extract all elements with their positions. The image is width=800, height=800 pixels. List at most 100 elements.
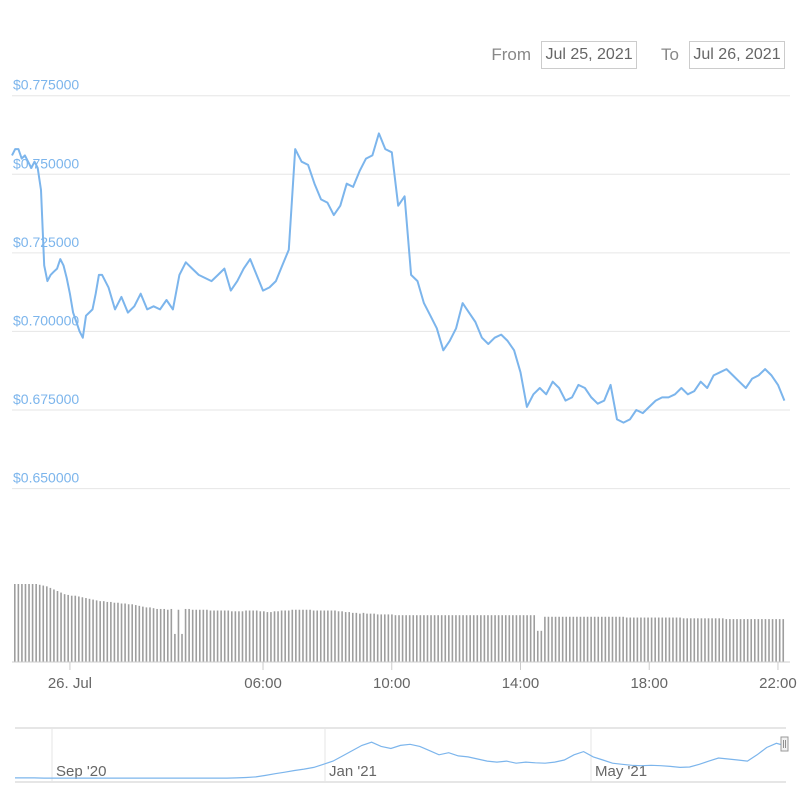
volume-bar (679, 617, 681, 662)
y-tick-label: $0.650000 (13, 470, 79, 486)
volume-bar (661, 617, 664, 662)
volume-bar (81, 597, 84, 662)
to-date-input[interactable]: Jul 26, 2021 (689, 41, 785, 69)
volume-bar (640, 617, 642, 662)
volume-bar (14, 584, 16, 662)
volume-bar (113, 602, 116, 662)
volume-bar (270, 612, 272, 662)
volume-bar (88, 598, 91, 662)
volume-bar (191, 609, 194, 662)
volume-bar (220, 610, 222, 662)
volume-bar (344, 612, 347, 662)
volume-bar (195, 609, 198, 662)
volume-bar (373, 613, 375, 662)
volume-bar (540, 630, 543, 662)
volume-bar (697, 618, 699, 662)
volume-bar (355, 612, 358, 662)
volume-bar (305, 609, 308, 662)
volume-bar (17, 584, 20, 662)
volume-bar (490, 615, 493, 662)
volume-bar (316, 610, 318, 662)
volume-bar (604, 616, 607, 662)
volume-bar (615, 616, 617, 662)
volume-bar (327, 610, 329, 662)
volume-bar (234, 611, 237, 662)
volume-bar (170, 608, 173, 662)
volume-bar (601, 616, 603, 662)
volume-bar (458, 615, 461, 662)
volume-bar (163, 608, 166, 662)
volume-bar (159, 608, 162, 662)
volume-bar (739, 619, 742, 662)
volume-bar (764, 619, 767, 662)
volume-bar (70, 595, 73, 662)
volume-bar (736, 619, 738, 662)
volume-bar (501, 615, 503, 662)
volume-bar (547, 616, 550, 662)
volume-bar (405, 615, 407, 662)
volume-bar (319, 610, 322, 662)
volume-bar (568, 616, 571, 662)
volume-bar (590, 616, 592, 662)
volume-bar (401, 615, 404, 662)
volume-bar (654, 617, 656, 662)
x-tick-label: 10:00 (373, 675, 411, 692)
volume-bar (586, 616, 589, 662)
volume-bar (480, 615, 482, 662)
to-label: To (661, 45, 679, 64)
volume-bar (451, 615, 454, 662)
y-tick-label: $0.750000 (13, 155, 79, 171)
volume-bar (46, 586, 48, 662)
x-tick-label: 22:00 (759, 675, 797, 692)
volume-bar (131, 604, 133, 662)
volume-bar (369, 613, 372, 662)
volume-bar (448, 615, 450, 662)
volume-bar (526, 615, 528, 662)
volume-bar (330, 610, 333, 662)
volume-bar (512, 615, 514, 662)
volume-bar (689, 618, 692, 662)
x-tick-label: 14:00 (502, 675, 540, 692)
volume-bar (686, 618, 688, 662)
volume-bar (387, 614, 390, 662)
volume-bar (92, 599, 94, 662)
volume-bar (423, 615, 425, 662)
volume-bar (174, 633, 176, 662)
volume-bar (309, 609, 311, 662)
volume-bar (199, 609, 201, 662)
volume-bar (31, 584, 34, 662)
volume-bar (284, 610, 286, 662)
navigator-handle[interactable] (780, 736, 789, 752)
volume-bar (138, 605, 141, 662)
from-date-input[interactable]: Jul 25, 2021 (541, 41, 638, 69)
volume-bar (629, 617, 632, 662)
volume-bar (266, 612, 269, 662)
volume-bar (127, 604, 130, 662)
volume-bar (483, 615, 486, 662)
volume-bar (579, 616, 582, 662)
volume-bar (721, 618, 724, 662)
volume-bar (515, 615, 518, 662)
volume-bar (209, 610, 212, 662)
volume-bar (277, 611, 279, 662)
volume-bar (85, 598, 87, 662)
volume-bar (202, 609, 205, 662)
volume-bar (725, 619, 728, 662)
volume-bar (462, 615, 464, 662)
volume-bar (544, 616, 546, 662)
volume-bar (359, 613, 361, 662)
volume-bar (771, 619, 774, 662)
volume-bar (746, 619, 749, 662)
volume-bar (245, 610, 247, 662)
volume-bar (60, 592, 62, 662)
volume-bar (718, 618, 721, 662)
volume-bar (665, 617, 667, 662)
volume-bar (166, 609, 169, 662)
volume-bar (156, 608, 158, 662)
volume-bar (636, 617, 639, 662)
date-range-selector: From Jul 25, 2021 To Jul 26, 2021 (491, 40, 785, 70)
volume-bar (273, 611, 276, 662)
y-tick-label: $0.675000 (13, 391, 79, 407)
volume-bar (522, 615, 525, 662)
volume-bar (455, 615, 457, 662)
